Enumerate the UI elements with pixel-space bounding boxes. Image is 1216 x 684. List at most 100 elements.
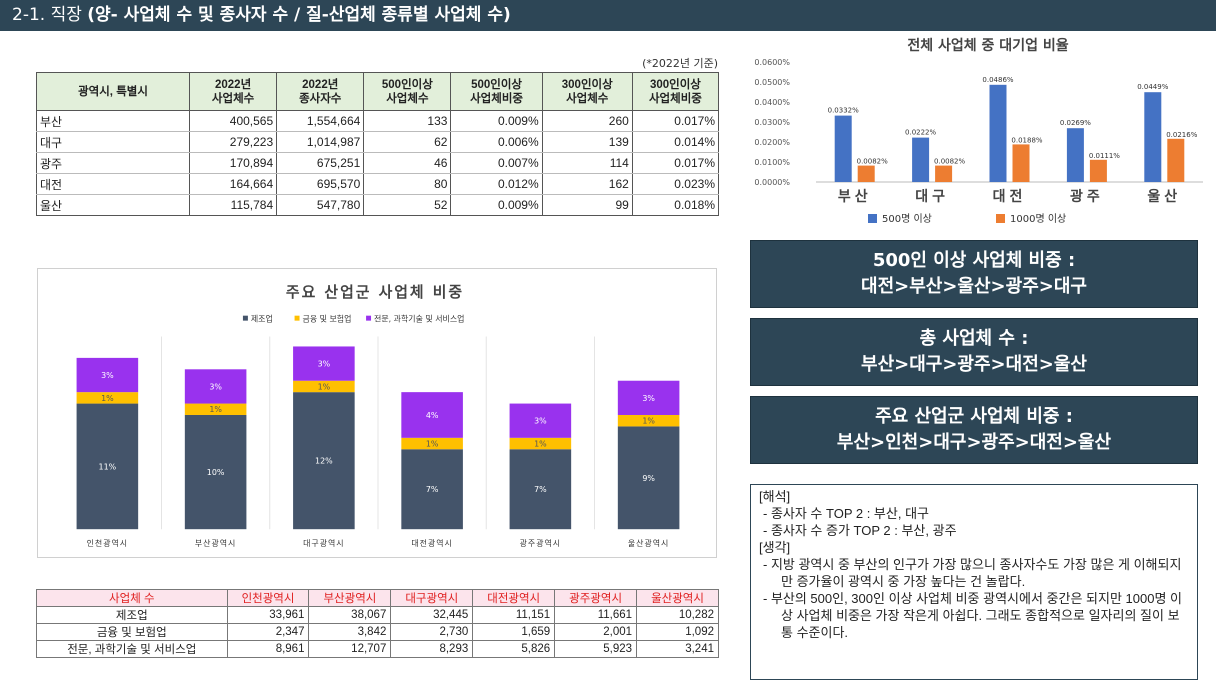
chart1-ytick-label: 0.0300% <box>754 118 790 127</box>
table1-col-header-line: 광역시, 특별시 <box>78 85 148 98</box>
chart1-data-label: 0.0216% <box>1166 131 1197 139</box>
table1-cell: 0.007% <box>450 152 543 174</box>
chart2-legend-swatch <box>294 315 300 321</box>
chart2-bar-segment <box>509 437 572 450</box>
summary-box-total-ranking: 부산>대구>광주>대전>울산 <box>861 354 1087 375</box>
table1-col-header-line: 300인이상 <box>561 78 613 91</box>
chart1-bar <box>1144 92 1162 182</box>
chart2-data-label: 7% <box>426 485 439 494</box>
table1-col-header: 500인이상 사업체수 <box>363 72 452 111</box>
chart1-bar <box>1066 128 1084 182</box>
table1-cell: 695,570 <box>276 173 365 195</box>
table2-col-header: 울산광역시 <box>636 589 719 607</box>
table2-cell: 1,659 <box>472 623 556 641</box>
chart2-data-label: 1% <box>318 382 331 391</box>
table2-cell: 3,842 <box>308 623 392 641</box>
table2-col-header: 부산광역시 <box>308 589 392 607</box>
table2-cell: 32,445 <box>390 606 474 624</box>
chart2-bar-segment <box>76 392 139 404</box>
table1-col-header-line: 종사자수 <box>299 92 342 105</box>
workplace-stats-table: 광역시, 특별시 2022년 사업체수 2022년 종사자수 500인이상 사업체수 500인… <box>35 72 720 216</box>
table1-cell: 400,565 <box>189 110 278 132</box>
table2-cell: 2,001 <box>554 623 638 641</box>
chart2-data-label: 3% <box>209 382 222 391</box>
table1-cell: 62 <box>363 131 452 153</box>
chart1-data-label: 0.0082% <box>934 158 965 166</box>
table2-row: 제조업 33,961 38,067 32,445 11,151 11,661 10,282 <box>36 606 719 624</box>
table1-cell: 279,223 <box>189 131 278 153</box>
chart2-data-label: 10% <box>207 468 225 477</box>
chart1-bar <box>912 137 930 182</box>
chart2-bar-segment <box>184 403 247 415</box>
notes-heading-interpretation: [해석] <box>759 489 791 504</box>
summary-box-industry-ranking: 부산>인천>대구>광주>대전>울산 <box>836 432 1112 453</box>
chart2-legend-swatch <box>242 315 248 321</box>
chart1-ytick-label: 0.0200% <box>754 138 790 147</box>
table1-cell: 164,664 <box>189 173 278 195</box>
chart1-data-label: 0.0332% <box>828 107 859 115</box>
table2-cell: 1,092 <box>636 623 719 641</box>
chart2-legend-label: 전문, 과학기술 및 서비스업 <box>374 314 464 324</box>
table2-col-header: 광주광역시 <box>554 589 638 607</box>
chart1-ytick-label: 0.0400% <box>754 98 790 107</box>
slide-title: 2-1. 직장 (양- 사업체 수 및 종사자 수 / 질-산업체 종류별 사업… <box>0 0 1216 31</box>
table1-col-header-line: 사업체수 <box>386 92 429 105</box>
table1-col-header: 500인이상 사업체비중 <box>450 72 543 111</box>
table1-cell: 0.006% <box>450 131 543 153</box>
table2-cell: 5,923 <box>554 640 638 658</box>
chart2-bar-segment <box>509 403 572 438</box>
chart1-bar <box>1012 144 1030 182</box>
chart1-bar <box>935 165 953 182</box>
table2-col-header: 인천광역시 <box>226 589 310 607</box>
chart2-data-label: 3% <box>101 371 114 380</box>
chart2-bar-segment <box>76 357 139 393</box>
chart1-legend-swatch <box>996 214 1005 223</box>
notes-item: - 부산의 500인, 300인 이상 사업체 비중 광역시에서 중간은 되지만… <box>763 591 1182 640</box>
chart2-data-label: 1% <box>642 417 655 426</box>
table1-cell: 162 <box>541 173 633 195</box>
table1-cell: 1,014,987 <box>276 131 365 153</box>
summary-box-500-ranking: 대전>부산>울산>광주>대구 <box>861 276 1087 297</box>
table1-cell: 52 <box>363 194 452 216</box>
chart2-legend-label: 금융 및 보험업 <box>303 314 352 324</box>
chart2-bar-segment <box>293 380 355 393</box>
chart1-legend-label: 500명 이상 <box>882 213 932 225</box>
table1-col-header: 300인이상 사업체비중 <box>631 72 720 111</box>
chart2-data-label: 7% <box>534 485 547 494</box>
chart2-category-label: 울산광역시 <box>628 538 669 548</box>
table2-col-header: 대구광역시 <box>390 589 474 607</box>
table1-cell: 80 <box>363 173 452 195</box>
chart2-data-label: 11% <box>99 462 117 471</box>
chart2-data-label: 3% <box>318 360 331 369</box>
chart1-data-label: 0.0269% <box>1060 119 1091 127</box>
table1-cell: 0.014% <box>631 131 720 153</box>
chart1-bar <box>857 165 875 182</box>
table2-cell: 2,730 <box>390 623 474 641</box>
chart1-bar <box>989 84 1007 182</box>
chart2-bar-segment <box>293 346 355 381</box>
chart2-bar-segment <box>184 369 247 404</box>
table1-col-header: 300인이상 사업체수 <box>541 72 633 111</box>
notes-item: - 종사자 수 TOP 2 : 부산, 대구 <box>763 506 929 521</box>
table1-cell: 46 <box>363 152 452 174</box>
chart1-ytick-label: 0.0000% <box>754 178 790 187</box>
table1-region-cell: 울산 <box>35 194 191 216</box>
table2-cell: 10,282 <box>636 606 719 624</box>
chart2-data-label: 1% <box>426 440 439 449</box>
table1-cell: 115,784 <box>189 194 278 216</box>
chart1-category-label: 대구 <box>915 189 949 205</box>
table1-row: 울산 115,784 547,780 52 0.009% 99 0.018% <box>35 194 720 216</box>
table2-col-header: 대전광역시 <box>472 589 556 607</box>
chart1-title: 전체 사업체 중 대기업 비율 <box>907 37 1068 54</box>
table1-col-header-line: 사업체비중 <box>648 92 702 105</box>
chart1-category-label: 광주 <box>1070 188 1104 205</box>
chart1-bar <box>1089 159 1107 182</box>
chart2-data-label: 4% <box>426 411 439 420</box>
table2-cell: 33,961 <box>226 606 310 624</box>
summary-box-total: 총 사업체 수 : 부산>대구>광주>대전>울산 <box>750 318 1198 386</box>
chart2-bar-segment <box>401 392 463 438</box>
chart2-category-label: 대구광역시 <box>303 538 344 548</box>
notes-panel: [해석] - 종사자 수 TOP 2 : 부산, 대구 - 종사자 수 증가 T… <box>750 484 1198 680</box>
table1-body: 부산 400,565 1,554,664 133 0.009% 260 0.017% 대구 27… <box>35 110 720 216</box>
table2-cell: 38,067 <box>308 606 392 624</box>
